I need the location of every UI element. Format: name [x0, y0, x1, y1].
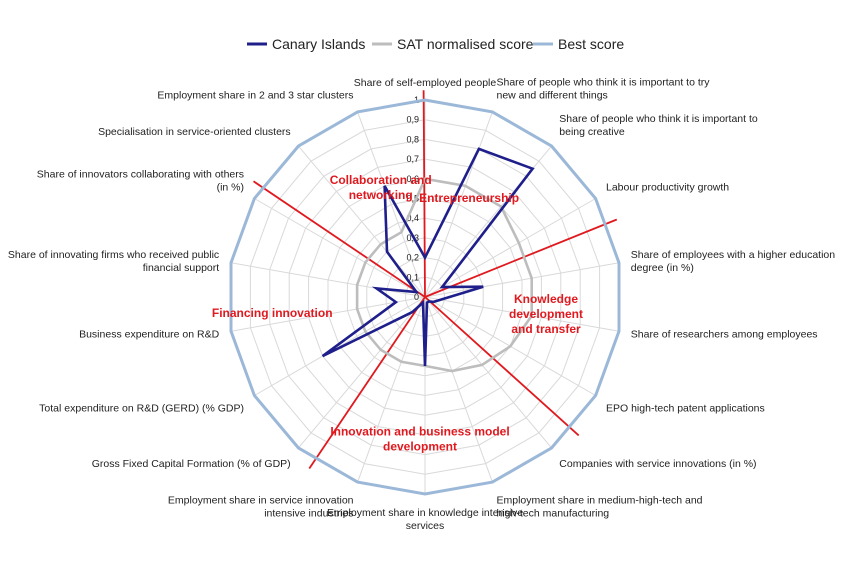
grid-spoke: [424, 198, 596, 298]
grid-spoke: [424, 111, 493, 298]
group-labels: EntrepreneurshipKnowledgedevelopmentand …: [212, 173, 583, 453]
group-separators: [252, 90, 618, 470]
group-separator: [252, 180, 426, 298]
group-label: Knowledge: [514, 292, 578, 306]
grid-spoke: [254, 296, 426, 396]
grid-spoke: [298, 145, 426, 298]
axis-label: EPO high-tech patent applications: [606, 403, 765, 415]
axis-label: Employment share in knowledge intensive: [327, 507, 523, 519]
tick-label: 0,7: [406, 154, 419, 164]
series-0-line: [321, 147, 535, 366]
tick-label: 0,1: [406, 272, 419, 282]
series-1-line: [355, 177, 534, 373]
group-separator: [422, 90, 426, 298]
grid-spoke: [424, 296, 493, 483]
axis-label: Specialisation in service-oriented clust…: [98, 126, 291, 138]
axis-label: (in %): [217, 182, 244, 194]
group-label: development: [509, 307, 583, 321]
legend: Canary Islands SAT normalised score Best s…: [247, 36, 624, 52]
tick-label: 0: [414, 292, 419, 302]
group-label: Entrepreneurship: [419, 191, 519, 205]
axis-label: Share of people who think it is importan…: [559, 113, 758, 125]
group-label: networking: [349, 188, 413, 202]
legend-entry: Canary Islands: [272, 36, 365, 52]
grid-spoke: [424, 262, 620, 298]
axis-label: Share of self-employed people: [354, 77, 497, 89]
axis-label: Employment share in 2 and 3 star cluster…: [157, 90, 353, 102]
tick-label: 0,8: [406, 134, 419, 144]
axis-label: Employment share in medium-high-tech and: [497, 494, 703, 506]
tick-label: 0,4: [406, 213, 419, 223]
group-label: Innovation and business model: [330, 424, 509, 438]
tick-label: 0,9: [406, 115, 419, 125]
axis-label: Share of innovators collaborating with o…: [37, 169, 244, 181]
tick-label: 0,6: [406, 174, 419, 184]
tick-label: 0,2: [406, 253, 419, 263]
group-separator: [424, 296, 580, 437]
grid-spoke: [254, 198, 426, 298]
tick-label: 0,5: [406, 194, 419, 204]
group-label: Collaboration and: [330, 173, 432, 187]
group-label: Financing innovation: [212, 306, 333, 320]
axis-label: Gross Fixed Capital Formation (% of GDP): [92, 458, 291, 470]
group-label: development: [383, 439, 457, 453]
axis-label: Share of employees with a higher educati…: [631, 249, 835, 261]
axis-label: being creative: [559, 126, 625, 138]
group-separator: [424, 218, 618, 298]
grid-spoke: [424, 296, 620, 332]
grid-spoke: [424, 296, 552, 449]
series-2-line: [229, 98, 621, 496]
axis-label: degree (in %): [631, 262, 694, 274]
series-lines: [229, 98, 621, 496]
axis-label: Employment share in service innovation: [168, 494, 354, 506]
axis-label: Share of people who think it is importan…: [497, 77, 711, 89]
grid-spoke: [230, 262, 426, 298]
legend-entry: SAT normalised score: [397, 36, 534, 52]
axis-labels: Share of self-employed people Share of pe…: [8, 77, 835, 532]
axis-label: Share of researchers among employees: [631, 328, 818, 340]
axis-label: intensive industries: [264, 507, 353, 519]
axis-label: Companies with service innovations (in %…: [559, 458, 756, 470]
axis-label: Total expenditure on R&D (GERD) (% GDP): [39, 403, 244, 415]
axis-label: Labour productivity growth: [606, 182, 729, 194]
group-separator: [308, 296, 426, 470]
legend-entry: Best score: [558, 36, 624, 52]
grid-spoke: [298, 296, 426, 449]
grid-spoke: [357, 111, 426, 298]
axis-label: new and different things: [497, 90, 608, 102]
grid-spoke: [230, 296, 426, 332]
axis-label: services: [406, 520, 445, 532]
grid-spoke: [357, 296, 426, 483]
axis-label: Business expenditure on R&D: [79, 328, 219, 340]
axis-label: high-tech manufacturing: [497, 507, 610, 519]
group-label: and transfer: [511, 322, 581, 336]
axis-label: Share of innovating firms who received p…: [8, 249, 219, 261]
axis-label: financial support: [143, 262, 220, 274]
